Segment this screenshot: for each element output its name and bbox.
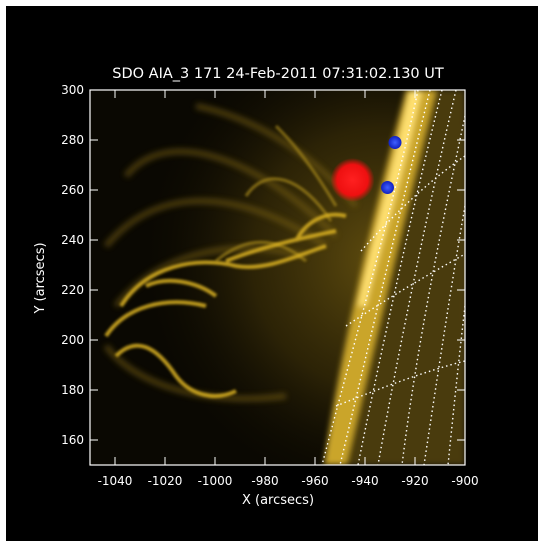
y-axis-ticks: 160 180 200 220 240 260 280 300	[61, 83, 465, 447]
x-axis-label: X (arcsecs)	[242, 493, 314, 508]
x-tick-label: -980	[251, 474, 278, 488]
y-tick-label: 160	[61, 433, 84, 447]
y-axis-label: Y (arcsecs)	[33, 242, 48, 314]
solar-image	[90, 90, 465, 465]
y-tick-label: 220	[61, 283, 84, 297]
point-marker	[381, 181, 394, 194]
plot-frame	[89, 89, 466, 466]
x-tick-label: -920	[401, 474, 428, 488]
coordinate-grid	[321, 90, 465, 465]
plot-title: SDO AIA_3 171 24-Feb-2011 07:31:02.130 U…	[112, 66, 444, 82]
flare-marker	[330, 158, 375, 202]
x-tick-label: -1040	[98, 474, 133, 488]
image-frame: SDO AIA_3 171 24-Feb-2011 07:31:02.130 U…	[6, 6, 538, 541]
y-tick-label: 260	[61, 183, 84, 197]
x-tick-label: -900	[451, 474, 478, 488]
y-tick-label: 200	[61, 333, 84, 347]
y-tick-label: 180	[61, 383, 84, 397]
x-tick-label: -1000	[198, 474, 233, 488]
solar-image-figure: SDO AIA_3 171 24-Feb-2011 07:31:02.130 U…	[33, 66, 479, 508]
x-tick-label: -960	[301, 474, 328, 488]
x-axis-ticks: -1040 -1020 -1000 -980 -960 -940 -920 -900	[98, 90, 479, 488]
point-marker	[388, 136, 402, 149]
x-tick-label: -940	[351, 474, 378, 488]
point-markers	[381, 136, 402, 194]
y-tick-label: 280	[61, 133, 84, 147]
active-region-loops	[104, 212, 347, 398]
x-tick-label: -1020	[148, 474, 183, 488]
y-tick-label: 300	[61, 83, 84, 97]
y-tick-label: 240	[61, 233, 84, 247]
